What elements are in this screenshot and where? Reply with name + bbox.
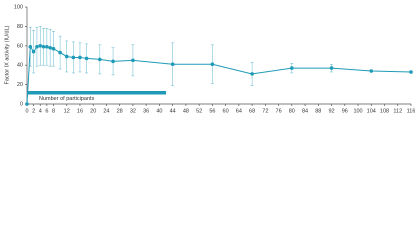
x-tick-label: 76 (276, 108, 282, 114)
point (250, 72, 254, 76)
x-tick-label: 104 (367, 108, 376, 114)
point (28, 44, 33, 49)
x-tick-label: 40 (156, 108, 162, 114)
x-tick-label: 8 (52, 108, 55, 114)
point (51, 46, 56, 51)
x-tick-label: 6 (45, 108, 48, 114)
point (210, 62, 215, 67)
x-tick-label: 56 (209, 108, 215, 114)
x-tick-label: 52 (196, 108, 202, 114)
x-tick-label: 16 (77, 108, 83, 114)
point (58, 50, 62, 55)
x-tick-label: 100 (353, 108, 362, 114)
x-tick-label: 2 (32, 108, 35, 114)
y-tick-label: 80 (17, 24, 23, 30)
point (329, 66, 334, 70)
x-tick-label: 28 (117, 108, 123, 114)
y-tick-label: 60 (17, 43, 23, 49)
x-tick-label: 24 (103, 108, 109, 114)
participants-bar (27, 91, 167, 95)
x-tick-label: 0 (25, 108, 28, 114)
x-tick-label: 116 (407, 108, 415, 114)
point (78, 55, 82, 60)
annotation: Number of participants (39, 96, 95, 102)
x-tick-label: 4 (39, 108, 42, 114)
x-tick-label: 12 (64, 108, 70, 114)
point (45, 44, 49, 49)
point (131, 58, 135, 63)
x-tick-label: 92 (328, 108, 334, 114)
x-tick-label: 32 (130, 108, 136, 114)
x-tick-label: 48 (183, 108, 189, 114)
point (25, 102, 29, 106)
point (111, 59, 115, 64)
y-tick-label: 40 (17, 63, 23, 69)
chart: Factor IX activity (IU/dL) 0 20 40 60 80 100 0… (4, 4, 415, 114)
point (369, 69, 374, 73)
point (290, 66, 294, 70)
point (71, 55, 76, 60)
x-tick-label: 108 (380, 108, 389, 114)
point (31, 49, 36, 54)
x-tick-label: 64 (236, 108, 242, 114)
x-tick-label: 72 (262, 108, 268, 114)
point (170, 62, 175, 67)
x-tick-label: 36 (143, 108, 149, 114)
y-tick-label: 100 (14, 4, 23, 10)
x-tick-label: 112 (393, 108, 402, 114)
x-tick-label: 96 (342, 108, 348, 114)
point (98, 57, 102, 62)
x-tick-label: 20 (90, 108, 96, 114)
x-tick-label: 68 (249, 108, 255, 114)
point (41, 44, 46, 49)
point (64, 54, 69, 59)
page: {"chart_data": {"type": "line", "y_label… (0, 0, 415, 117)
x-tick-label: 84 (302, 108, 308, 114)
point (409, 70, 413, 74)
point (48, 45, 52, 50)
point (84, 56, 89, 61)
y-axis-label: Factor IX activity (IU/dL) (4, 25, 10, 84)
y-tick-label: 20 (17, 82, 23, 88)
x-tick-label: 80 (289, 108, 295, 114)
x-tick-label: 88 (315, 108, 321, 114)
point (35, 44, 39, 49)
x-tick-label: 60 (223, 108, 229, 114)
point (38, 44, 43, 48)
y-tick-label: 0 (20, 101, 23, 107)
x-tick-label: 44 (170, 108, 176, 114)
